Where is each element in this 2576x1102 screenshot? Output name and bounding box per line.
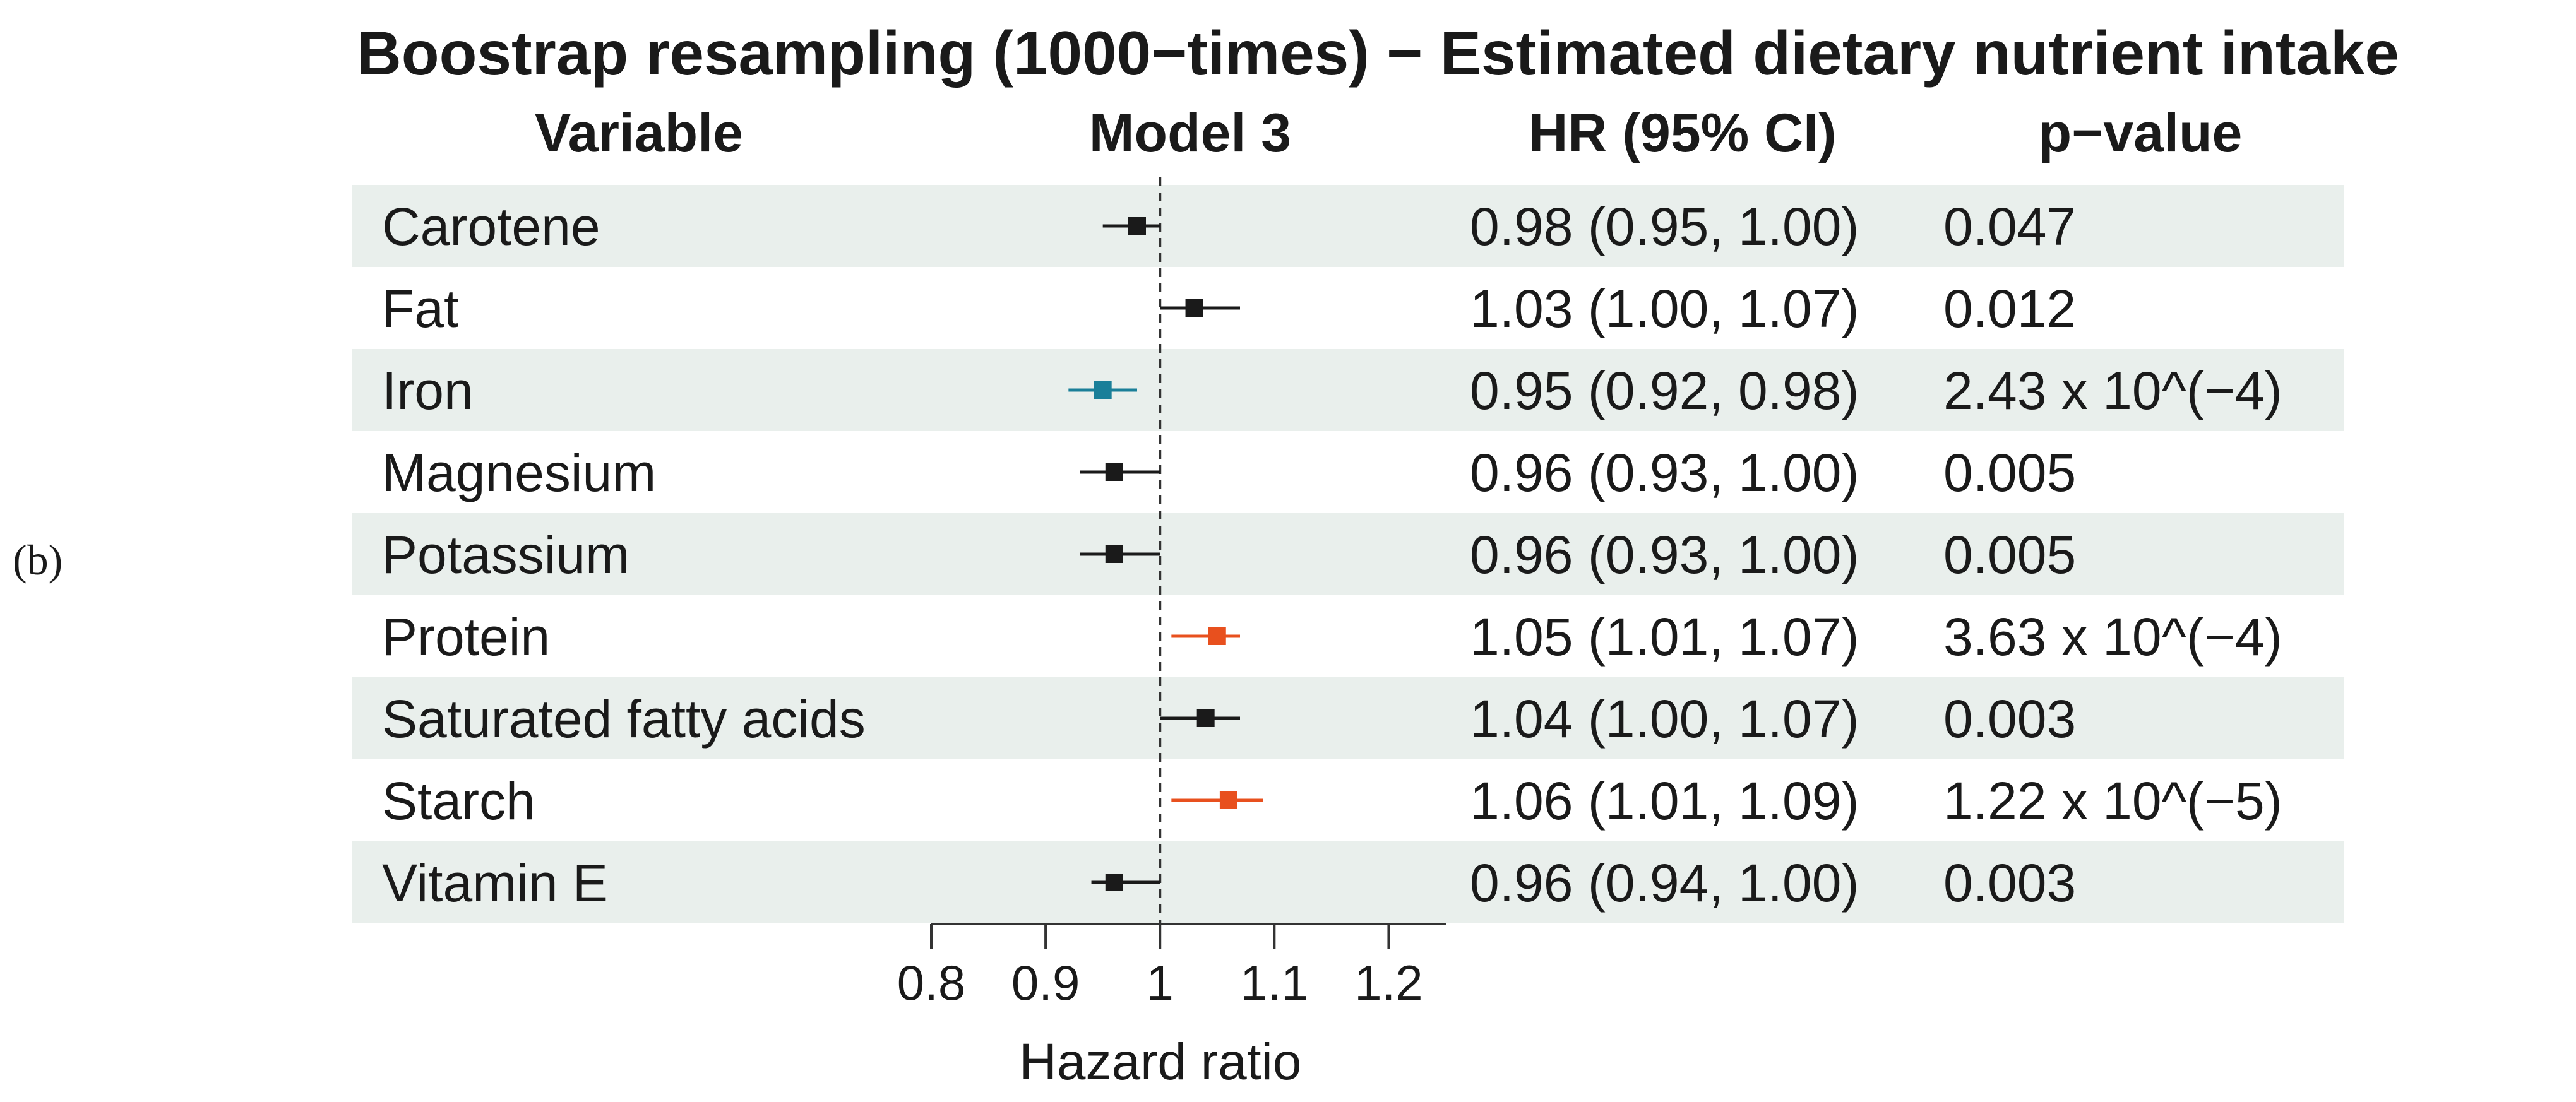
variable-label: Potassium bbox=[382, 525, 629, 584]
p-value-text: 2.43 x 10^(−4) bbox=[1943, 361, 2282, 420]
marks-layer bbox=[1068, 217, 1263, 891]
chart-title: Boostrap resampling (1000−times) − Estim… bbox=[357, 18, 2399, 88]
p-value-text: 0.012 bbox=[1943, 279, 2076, 338]
x-tick-label: 1 bbox=[1147, 955, 1174, 1010]
p-value-text: 0.003 bbox=[1943, 689, 2076, 749]
hr-point bbox=[1196, 709, 1215, 727]
column-header-variable: Variable bbox=[535, 103, 743, 163]
p-value-text: 1.22 x 10^(−5) bbox=[1943, 771, 2282, 831]
variable-label: Iron bbox=[382, 361, 474, 420]
p-value-text: 0.005 bbox=[1943, 525, 2076, 584]
hr-ci-text: 0.96 (0.93, 1.00) bbox=[1470, 525, 1859, 584]
p-value-text: 3.63 x 10^(−4) bbox=[1943, 607, 2282, 667]
p-value-text: 0.003 bbox=[1943, 853, 2076, 913]
row-shade bbox=[352, 185, 2344, 267]
x-tick-label: 0.8 bbox=[897, 955, 965, 1010]
hr-point bbox=[1094, 381, 1112, 399]
variable-label: Vitamin E bbox=[382, 853, 608, 913]
column-header-pvalue: p−value bbox=[2039, 103, 2243, 163]
variable-label: Carotene bbox=[382, 197, 600, 256]
variable-label: Protein bbox=[382, 607, 550, 667]
hr-point bbox=[1105, 463, 1123, 481]
hr-ci-text: 1.04 (1.00, 1.07) bbox=[1470, 689, 1859, 749]
hr-ci-text: 1.03 (1.00, 1.07) bbox=[1470, 279, 1859, 338]
variable-label: Saturated fatty acids bbox=[382, 689, 866, 749]
hr-point bbox=[1185, 299, 1203, 317]
variable-label: Magnesium bbox=[382, 443, 656, 502]
rows-layer: Carotene 0.98 (0.95, 1.00) 0.047 Fat 1.03 (1… bbox=[352, 185, 2344, 923]
x-axis: 0.8 0.9 1 1.1 1.2 bbox=[897, 923, 1446, 1010]
row-shade bbox=[352, 349, 2344, 431]
hr-ci-text: 1.05 (1.01, 1.07) bbox=[1470, 607, 1859, 667]
column-header-model: Model 3 bbox=[1089, 103, 1291, 163]
hr-ci-text: 0.96 (0.94, 1.00) bbox=[1470, 853, 1859, 913]
column-header-hr: HR (95% CI) bbox=[1529, 103, 1836, 163]
x-tick-label: 1.1 bbox=[1240, 955, 1308, 1010]
row-shade bbox=[352, 677, 2344, 759]
panel-label: (b) bbox=[13, 536, 63, 584]
row-shade bbox=[352, 513, 2344, 595]
hr-ci-text: 0.95 (0.92, 0.98) bbox=[1470, 361, 1859, 420]
hr-ci-text: 0.98 (0.95, 1.00) bbox=[1470, 197, 1859, 256]
hr-point bbox=[1128, 217, 1146, 235]
hr-ci-text: 0.96 (0.93, 1.00) bbox=[1470, 443, 1859, 502]
variable-label: Fat bbox=[382, 279, 458, 338]
hr-point bbox=[1219, 791, 1237, 809]
x-tick-label: 0.9 bbox=[1011, 955, 1080, 1010]
p-value-text: 0.047 bbox=[1943, 197, 2076, 256]
hr-point bbox=[1105, 545, 1123, 563]
x-axis-title: Hazard ratio bbox=[1020, 1033, 1302, 1091]
p-value-text: 0.005 bbox=[1943, 443, 2076, 502]
row-shade bbox=[352, 841, 2344, 923]
hr-point bbox=[1105, 874, 1123, 891]
x-tick-label: 1.2 bbox=[1354, 955, 1422, 1010]
hr-point bbox=[1208, 627, 1226, 645]
hr-ci-text: 1.06 (1.01, 1.09) bbox=[1470, 771, 1859, 831]
variable-label: Starch bbox=[382, 771, 535, 831]
